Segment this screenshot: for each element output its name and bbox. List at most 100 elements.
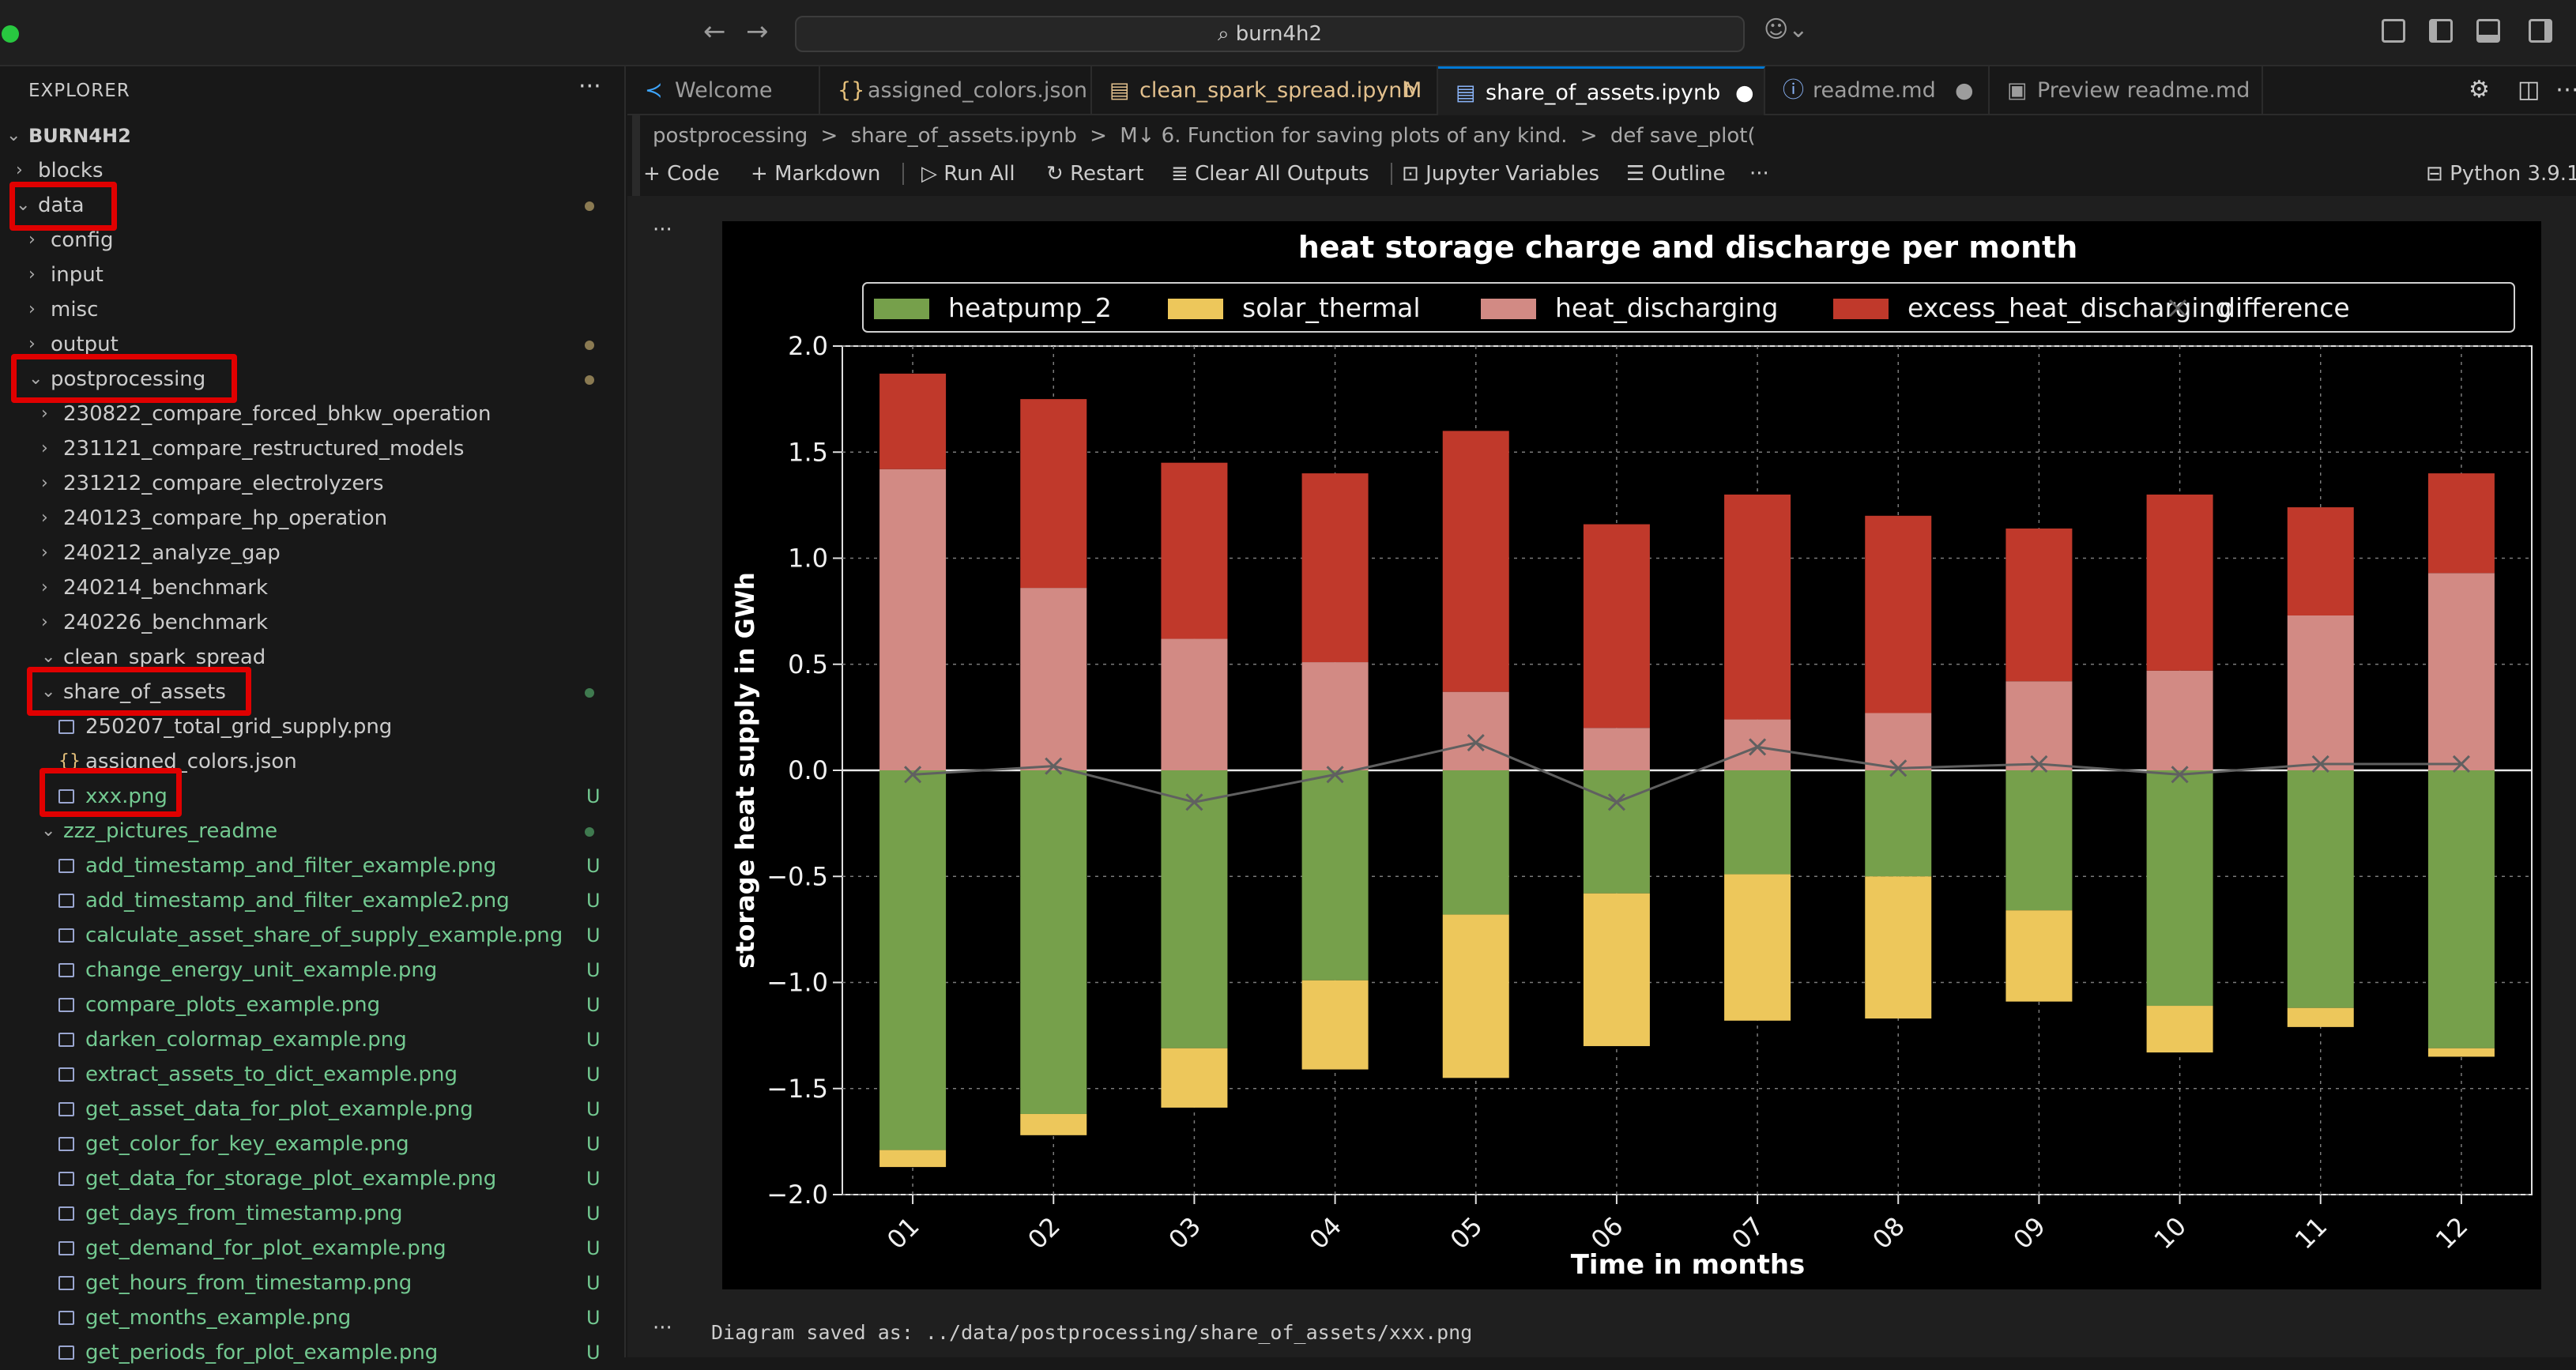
- tree-item[interactable]: › 240123_compare_hp_operation: [0, 501, 616, 536]
- y-tick-label: −1.0: [766, 968, 828, 998]
- tree-item[interactable]: › config: [0, 223, 616, 258]
- tab-share-of-assets[interactable]: ▤ share_of_assets.ipynb ●: [1438, 66, 1765, 115]
- tree-item[interactable]: get_data_for_storage_plot_example.png U: [0, 1161, 616, 1196]
- kernel-label: Python 3.9.1: [2450, 162, 2576, 186]
- tree-item-label: 240212_analyze_gap: [63, 541, 281, 565]
- gear-icon[interactable]: ⚙: [2469, 76, 2490, 104]
- tree-item[interactable]: › blocks: [0, 153, 616, 188]
- chevron-down-icon: ⌄: [41, 682, 56, 702]
- tree-item[interactable]: get_demand_for_plot_example.png U: [0, 1231, 616, 1266]
- tree-item[interactable]: ⌄ postprocessing: [0, 362, 616, 397]
- tab-assigned-colors[interactable]: {} assigned_colors.json: [820, 66, 1092, 115]
- copilot-icon[interactable]: ☺⌄: [1764, 16, 1809, 43]
- tree-item[interactable]: get_months_example.png U: [0, 1300, 616, 1335]
- outline-button[interactable]: ☰ Outline: [1626, 155, 1726, 193]
- tree-item[interactable]: › 240212_analyze_gap: [0, 536, 616, 570]
- cell-output-gutter-icon[interactable]: ···: [653, 218, 672, 242]
- tree-item[interactable]: add_timestamp_and_filter_example2.png U: [0, 883, 616, 918]
- tree-item[interactable]: › input: [0, 258, 616, 292]
- breadcrumb-separator: >: [1580, 124, 1598, 148]
- more-actions-icon[interactable]: ⋯: [2555, 76, 2576, 104]
- unsaved-dot-icon[interactable]: ●: [1955, 78, 1974, 103]
- restart-button[interactable]: ↻ Restart: [1046, 155, 1144, 193]
- customize-layout-icon[interactable]: [2382, 19, 2405, 43]
- breadcrumb-item[interactable]: share_of_assets.ipynb: [850, 124, 1077, 148]
- tree-item[interactable]: get_days_from_timestamp.png U: [0, 1196, 616, 1231]
- tree-item[interactable]: ⌄ data: [0, 188, 616, 223]
- kernel-picker[interactable]: ⊟ Python 3.9.1: [2426, 155, 2576, 193]
- tree-item-label: 231121_compare_restructured_models: [63, 437, 465, 461]
- tree-item-label: get_days_from_timestamp.png: [85, 1202, 403, 1225]
- tree-item[interactable]: › 231121_compare_restructured_models: [0, 431, 616, 466]
- explorer-more-icon[interactable]: ···: [578, 73, 601, 100]
- split-editor-icon[interactable]: ◫: [2518, 76, 2540, 104]
- bar-excess_heat_discharging: [2287, 507, 2354, 615]
- forward-arrow-icon[interactable]: →: [746, 16, 769, 47]
- tree-item[interactable]: ⌄ zzz_pictures_readme: [0, 814, 616, 849]
- tree-item[interactable]: › misc: [0, 292, 616, 327]
- tree-item[interactable]: extract_assets_to_dict_example.png U: [0, 1057, 616, 1092]
- tree-item[interactable]: get_hours_from_timestamp.png U: [0, 1266, 616, 1300]
- tree-item-label: get_data_for_storage_plot_example.png: [85, 1167, 497, 1191]
- tree-item[interactable]: › output: [0, 327, 616, 362]
- toolbar-more-icon[interactable]: ···: [1749, 162, 1769, 186]
- bar-excess_heat_discharging: [1020, 399, 1087, 589]
- tree-item[interactable]: ⌄ share_of_assets: [0, 675, 616, 709]
- breadcrumb-item[interactable]: postprocessing: [653, 124, 808, 148]
- tab-welcome[interactable]: ≺ Welcome: [627, 66, 820, 115]
- command-center-search[interactable]: ⌕ burn4h2: [795, 16, 1745, 52]
- tree-item[interactable]: get_asset_data_for_plot_example.png U: [0, 1092, 616, 1127]
- git-untracked-badge: U: [586, 1342, 601, 1364]
- jupyter-variables-button[interactable]: ⊡ Jupyter Variables: [1402, 155, 1599, 193]
- tree-item[interactable]: › 240214_benchmark: [0, 570, 616, 605]
- x-tick-label: 11: [2289, 1211, 2333, 1255]
- x-tick-label: 02: [1022, 1211, 1066, 1255]
- tab-clean-spark-spread[interactable]: ▤ clean_spark_spread.ipynb M: [1092, 66, 1438, 115]
- chevron-right-icon: ›: [41, 404, 48, 423]
- toggle-secondary-sidebar-icon[interactable]: [2529, 19, 2552, 43]
- preview-icon: ▣: [2007, 78, 2028, 103]
- difference-marker: [2452, 755, 2470, 773]
- search-icon: ⌕: [1217, 22, 1236, 46]
- toggle-primary-sidebar-icon[interactable]: [2429, 19, 2453, 43]
- bar-excess_heat_discharging: [1724, 494, 1791, 720]
- tree-item[interactable]: ⌄ clean_spark_spread: [0, 640, 616, 675]
- tree-item[interactable]: › 240226_benchmark: [0, 605, 616, 640]
- window-dot-icon[interactable]: [2, 25, 19, 43]
- tree-root[interactable]: ⌄ BURN4H2: [0, 119, 616, 153]
- unsaved-dot-icon[interactable]: ●: [1735, 81, 1754, 105]
- tree-item[interactable]: get_periods_for_plot_example.png U: [0, 1335, 616, 1370]
- tree-item[interactable]: change_energy_unit_example.png U: [0, 953, 616, 988]
- breadcrumb-item[interactable]: M↓ 6. Function for saving plots of any k…: [1120, 124, 1568, 148]
- run-all-button[interactable]: ▷ Run All: [921, 155, 1015, 193]
- bar-excess_heat_discharging: [879, 373, 947, 469]
- add-markdown-button[interactable]: + Markdown: [751, 162, 881, 186]
- tab-readme[interactable]: ⓘ readme.md ●: [1765, 66, 1990, 115]
- tree-item-label: clean_spark_spread: [63, 645, 266, 669]
- tree-item[interactable]: › 230822_compare_forced_bhkw_operation: [0, 397, 616, 431]
- bar-heatpump_2: [879, 770, 947, 1150]
- tree-item[interactable]: darken_colormap_example.png U: [0, 1022, 616, 1057]
- tree-item[interactable]: calculate_asset_share_of_supply_example.…: [0, 918, 616, 953]
- git-untracked-badge: U: [586, 1168, 601, 1190]
- add-code-button[interactable]: + Code: [643, 162, 720, 186]
- legend-swatch-solar_thermal: [1168, 299, 1223, 319]
- breadcrumb-item[interactable]: def save_plot(: [1610, 124, 1756, 148]
- cell-output-gutter-icon[interactable]: ···: [653, 1316, 672, 1340]
- tree-item[interactable]: get_color_for_key_example.png U: [0, 1127, 616, 1161]
- tree-item[interactable]: compare_plots_example.png U: [0, 988, 616, 1022]
- toggle-panel-icon[interactable]: [2476, 19, 2500, 43]
- tree-item[interactable]: add_timestamp_and_filter_example.png U: [0, 849, 616, 883]
- clear-all-outputs-button[interactable]: ≣ Clear All Outputs: [1171, 155, 1369, 193]
- tree-item[interactable]: › 231212_compare_electrolyzers: [0, 466, 616, 501]
- difference-marker: [1326, 766, 1344, 784]
- variables-icon: ⊡: [1402, 162, 1426, 186]
- tab-preview-readme[interactable]: ▣ Preview readme.md: [1990, 66, 2263, 115]
- tree-item[interactable]: 250207_total_grid_supply.png: [0, 709, 616, 744]
- bar-heat_discharging: [1301, 662, 1369, 770]
- tree-item-label: get_color_for_key_example.png: [85, 1132, 409, 1156]
- image-file-icon: [58, 894, 74, 908]
- tree-item[interactable]: xxx.png U: [0, 779, 616, 814]
- back-arrow-icon[interactable]: ←: [703, 16, 726, 47]
- notebook-toolbar: + Code + Markdown ▷ Run All ↻ Restart ≣ …: [627, 155, 2576, 193]
